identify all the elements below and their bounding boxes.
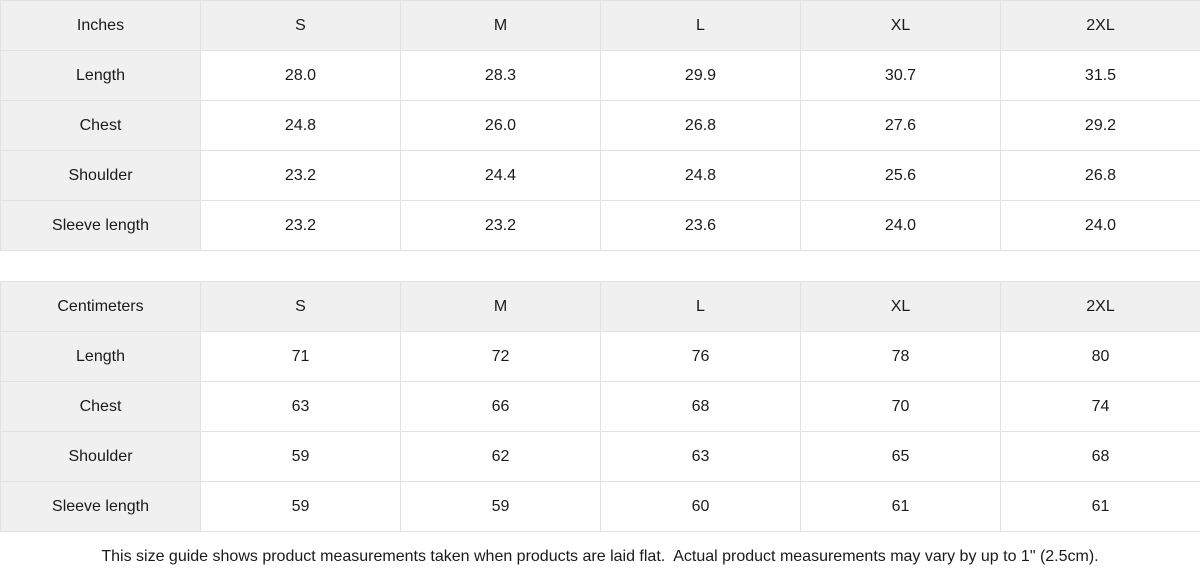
row-label-cell: Chest: [0, 100, 201, 151]
measurement-value-cell: 62: [400, 431, 601, 482]
unit-header-cell: Inches: [0, 0, 201, 51]
row-label-cell: Sleeve length: [0, 481, 201, 532]
table-row: Chest 24.8 26.0 26.8 27.6 29.2: [0, 100, 1200, 151]
size-header-cell: XL: [800, 0, 1001, 51]
row-label-cell: Shoulder: [0, 150, 201, 201]
size-header-cell: 2XL: [1000, 0, 1200, 51]
measurement-value-cell: 74: [1000, 381, 1200, 432]
measurement-value-cell: 23.2: [200, 200, 401, 251]
row-label-cell: Sleeve length: [0, 200, 201, 251]
measurement-value-cell: 76: [600, 331, 801, 382]
size-table-inches: Inches S M L XL 2XL Length 28.0 28.3 29.…: [0, 0, 1200, 251]
measurement-value-cell: 63: [200, 381, 401, 432]
measurement-value-cell: 72: [400, 331, 601, 382]
size-header-cell: 2XL: [1000, 281, 1200, 332]
size-header-cell: L: [600, 281, 801, 332]
size-header-cell: L: [600, 0, 801, 51]
row-label-cell: Length: [0, 331, 201, 382]
measurement-value-cell: 23.2: [400, 200, 601, 251]
row-label-cell: Chest: [0, 381, 201, 432]
measurement-value-cell: 59: [200, 431, 401, 482]
unit-header-cell: Centimeters: [0, 281, 201, 332]
size-header-cell: S: [200, 281, 401, 332]
size-header-cell: M: [400, 0, 601, 51]
measurement-value-cell: 68: [1000, 431, 1200, 482]
table-row: Length 28.0 28.3 29.9 30.7 31.5: [0, 50, 1200, 101]
measurement-value-cell: 71: [200, 331, 401, 382]
measurement-value-cell: 24.8: [600, 150, 801, 201]
measurement-value-cell: 26.8: [600, 100, 801, 151]
measurement-value-cell: 59: [200, 481, 401, 532]
table-gap: [0, 251, 1200, 281]
table-row: Shoulder 23.2 24.4 24.8 25.6 26.8: [0, 150, 1200, 201]
measurement-value-cell: 78: [800, 331, 1001, 382]
measurement-value-cell: 28.3: [400, 50, 601, 101]
measurement-value-cell: 59: [400, 481, 601, 532]
measurement-value-cell: 61: [1000, 481, 1200, 532]
table-row: Sleeve length 59 59 60 61 61: [0, 481, 1200, 532]
measurement-value-cell: 25.6: [800, 150, 1001, 201]
measurement-value-cell: 26.8: [1000, 150, 1200, 201]
measurement-value-cell: 68: [600, 381, 801, 432]
measurement-value-cell: 60: [600, 481, 801, 532]
size-header-cell: M: [400, 281, 601, 332]
measurement-value-cell: 24.8: [200, 100, 401, 151]
measurement-value-cell: 31.5: [1000, 50, 1200, 101]
row-label-cell: Length: [0, 50, 201, 101]
size-header-cell: S: [200, 0, 401, 51]
measurement-value-cell: 29.2: [1000, 100, 1200, 151]
row-label-cell: Shoulder: [0, 431, 201, 482]
measurement-value-cell: 29.9: [600, 50, 801, 101]
size-header-cell: XL: [800, 281, 1001, 332]
measurement-value-cell: 28.0: [200, 50, 401, 101]
table-row: Shoulder 59 62 63 65 68: [0, 431, 1200, 482]
measurement-value-cell: 24.4: [400, 150, 601, 201]
measurement-value-cell: 24.0: [1000, 200, 1200, 251]
measurement-value-cell: 24.0: [800, 200, 1001, 251]
table-row: Chest 63 66 68 70 74: [0, 381, 1200, 432]
measurement-value-cell: 61: [800, 481, 1001, 532]
table-row: Length 71 72 76 78 80: [0, 331, 1200, 382]
size-guide-note: This size guide shows product measuremen…: [0, 532, 1200, 580]
measurement-value-cell: 30.7: [800, 50, 1001, 101]
measurement-value-cell: 26.0: [400, 100, 601, 151]
measurement-value-cell: 65: [800, 431, 1001, 482]
measurement-value-cell: 66: [400, 381, 601, 432]
measurement-value-cell: 23.6: [600, 200, 801, 251]
measurement-value-cell: 27.6: [800, 100, 1001, 151]
measurement-value-cell: 23.2: [200, 150, 401, 201]
table-row: Sleeve length 23.2 23.2 23.6 24.0 24.0: [0, 200, 1200, 251]
size-table-centimeters: Centimeters S M L XL 2XL Length 71 72 76…: [0, 281, 1200, 532]
measurement-value-cell: 80: [1000, 331, 1200, 382]
measurement-value-cell: 70: [800, 381, 1001, 432]
measurement-value-cell: 63: [600, 431, 801, 482]
table-header-row: Inches S M L XL 2XL: [0, 0, 1200, 51]
table-header-row: Centimeters S M L XL 2XL: [0, 281, 1200, 332]
